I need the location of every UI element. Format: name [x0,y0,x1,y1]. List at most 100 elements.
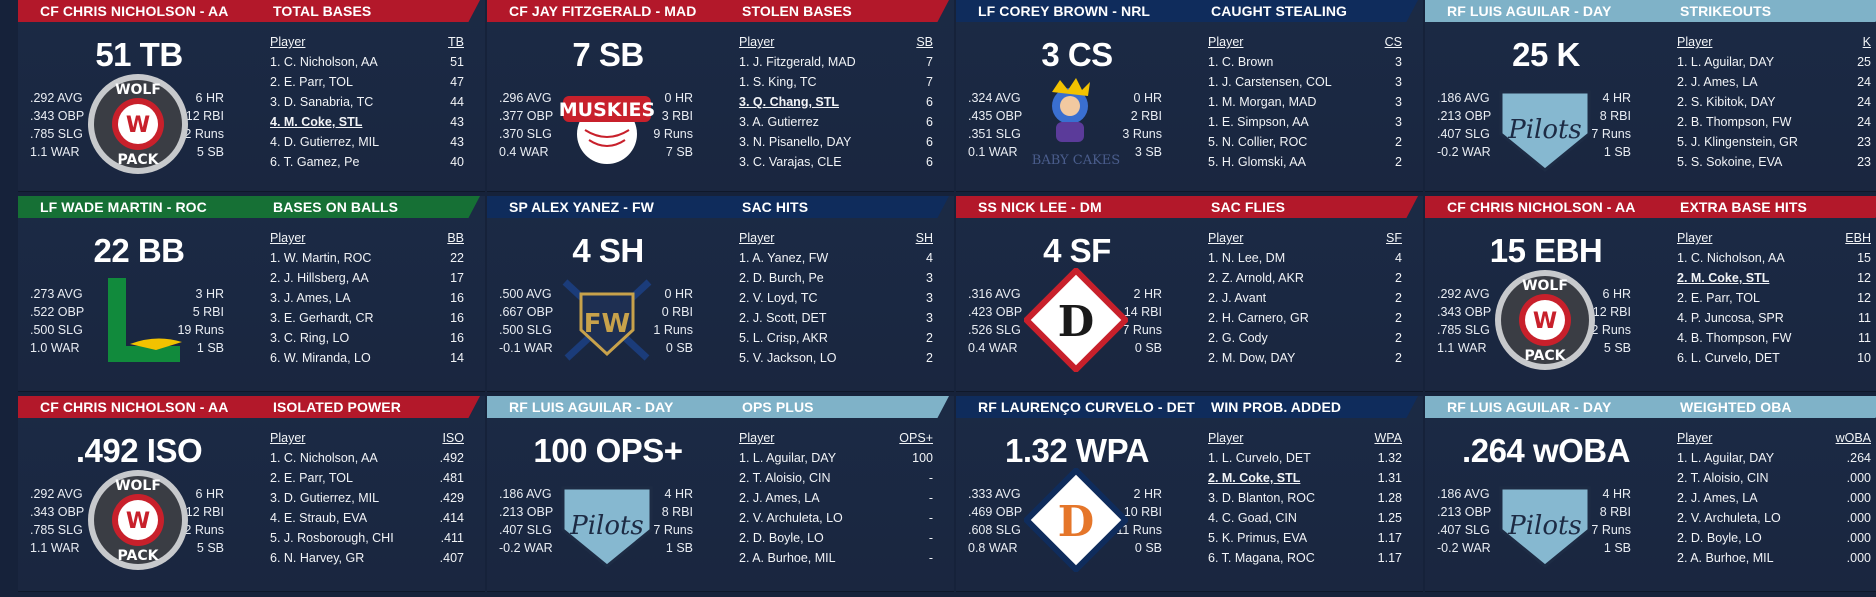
leader-row[interactable]: 6. N. Harvey, GR .407 [270,548,464,568]
leader-row[interactable]: 2. M. Coke, STL 1.31 [1208,468,1402,488]
leader-card[interactable]: RF LUIS AGUILAR - DAY WEIGHTED OBA .264 … [1425,396,1876,592]
leader-row[interactable]: 2. J. Ames, LA - [739,488,933,508]
player-name[interactable]: SS NICK LEE - DM [978,199,1102,215]
leader-row[interactable]: 3. E. Gerhardt, CR 16 [270,308,464,328]
player-name[interactable]: LF COREY BROWN - NRL [978,3,1151,19]
leader-row[interactable]: 1. L. Aguilar, DAY .264 [1677,448,1871,468]
player-name[interactable]: CF CHRIS NICHOLSON - AA [40,3,229,19]
leader-row[interactable]: 6. T. Gamez, Pe 40 [270,152,464,172]
leader-row[interactable]: 2. V. Loyd, TC 3 [739,288,933,308]
leader-row[interactable]: 3. J. Ames, LA 16 [270,288,464,308]
leader-card[interactable]: CF CHRIS NICHOLSON - AA TOTAL BASES 51 T… [18,0,485,192]
leader-row[interactable]: 5. L. Crisp, AKR 2 [739,328,933,348]
leader-row[interactable]: 2. J. Ames, LA .000 [1677,488,1871,508]
leader-row[interactable]: 4. D. Gutierrez, MIL 43 [270,132,464,152]
player-name[interactable]: CF CHRIS NICHOLSON - AA [1447,199,1636,215]
leader-row[interactable]: 2. G. Cody 2 [1208,328,1402,348]
leader-row[interactable]: 2. A. Burhoe, MIL .000 [1677,548,1871,568]
leader-card[interactable]: LF COREY BROWN - NRL CAUGHT STEALING 3 C… [956,0,1423,192]
leader-row[interactable]: 5. K. Primus, EVA 1.17 [1208,528,1402,548]
leader-row[interactable]: 1. J. Carstensen, COL 3 [1208,72,1402,92]
leader-row[interactable]: 1. N. Lee, DM 4 [1208,248,1402,268]
leader-row[interactable]: 2. D. Burch, Pe 3 [739,268,933,288]
leader-row[interactable]: 2. D. Boyle, LO .000 [1677,528,1871,548]
leader-row[interactable]: 2. E. Parr, TOL 12 [1677,288,1871,308]
leader-row[interactable]: 6. T. Magana, ROC 1.17 [1208,548,1402,568]
leader-row[interactable]: 5. V. Jackson, LO 2 [739,348,933,368]
leader-row[interactable]: 2. Z. Arnold, AKR 2 [1208,268,1402,288]
leader-row[interactable]: 2. J. Avant 2 [1208,288,1402,308]
rate-stat: -0.2 WAR [1437,541,1491,555]
leader-row[interactable]: 4. P. Juncosa, SPR 11 [1677,308,1871,328]
leader-card[interactable]: LF WADE MARTIN - ROC BASES ON BALLS 22 B… [18,196,485,392]
leader-row[interactable]: 2. J. Scott, DET 3 [739,308,933,328]
leader-card[interactable]: CF CHRIS NICHOLSON - AA EXTRA BASE HITS … [1425,196,1876,392]
leader-card[interactable]: CF CHRIS NICHOLSON - AA ISOLATED POWER .… [18,396,485,592]
leader-card[interactable]: CF JAY FITZGERALD - MAD STOLEN BASES 7 S… [487,0,954,192]
player-name[interactable]: RF LUIS AGUILAR - DAY [509,399,674,415]
leader-card[interactable]: RF LAURENÇO CURVELO - DET WIN PROB. ADDE… [956,396,1423,592]
leader-row[interactable]: 2. J. Ames, LA 24 [1677,72,1871,92]
leader-row[interactable]: 1. C. Brown 3 [1208,52,1402,72]
player-name[interactable]: SP ALEX YANEZ - FW [509,199,654,215]
leader-row[interactable]: 3. Q. Chang, STL 6 [739,92,933,112]
leader-row[interactable]: 1. L. Aguilar, DAY 100 [739,448,933,468]
player-name[interactable]: RF LUIS AGUILAR - DAY [1447,399,1612,415]
leader-row[interactable]: 4. E. Straub, EVA .414 [270,508,464,528]
leader-row[interactable]: 5. J. Klingenstein, GR 23 [1677,132,1871,152]
leader-row[interactable]: 1. S. King, TC 7 [739,72,933,92]
leader-row[interactable]: 3. D. Gutierrez, MIL .429 [270,488,464,508]
leader-row[interactable]: 2. H. Carnero, GR 2 [1208,308,1402,328]
leader-row[interactable]: 2. V. Archuleta, LO .000 [1677,508,1871,528]
leader-row[interactable]: 3. C. Ring, LO 16 [270,328,464,348]
leader-row[interactable]: 2. T. Aloisio, CIN - [739,468,933,488]
leader-row[interactable]: 3. N. Pisanello, DAY 6 [739,132,933,152]
rate-stats: .273 AVG .522 OBP .500 SLG 1.0 WAR [30,285,84,357]
leader-card[interactable]: SP ALEX YANEZ - FW SAC HITS 4 SH .500 AV… [487,196,954,392]
leader-row[interactable]: 1. W. Martin, ROC 22 [270,248,464,268]
leader-row[interactable]: 5. N. Collier, ROC 2 [1208,132,1402,152]
leader-row[interactable]: 1. C. Nicholson, AA 51 [270,52,464,72]
leader-card[interactable]: RF LUIS AGUILAR - DAY STRIKEOUTS 25 K .1… [1425,0,1876,192]
leader-row[interactable]: 2. D. Boyle, LO - [739,528,933,548]
leader-row[interactable]: 2. E. Parr, TOL 47 [270,72,464,92]
leader-row[interactable]: 1. E. Simpson, AA 3 [1208,112,1402,132]
player-name[interactable]: LF WADE MARTIN - ROC [40,199,207,215]
leader-row[interactable]: 5. J. Rosborough, CHI .411 [270,528,464,548]
leader-row[interactable]: 2. A. Burhoe, MIL - [739,548,933,568]
leader-row[interactable]: 2. J. Hillsberg, AA 17 [270,268,464,288]
leader-row[interactable]: 1. A. Yanez, FW 4 [739,248,933,268]
leader-card[interactable]: SS NICK LEE - DM SAC FLIES 4 SF .316 AVG… [956,196,1423,392]
leader-row[interactable]: 1. C. Nicholson, AA 15 [1677,248,1871,268]
leader-row[interactable]: 6. W. Miranda, LO 14 [270,348,464,368]
leader-row[interactable]: 1. C. Nicholson, AA .492 [270,448,464,468]
leader-row[interactable]: 4. B. Thompson, FW 11 [1677,328,1871,348]
leader-row[interactable]: 3. D. Sanabria, TC 44 [270,92,464,112]
leader-row[interactable]: 3. C. Varajas, CLE 6 [739,152,933,172]
leader-row[interactable]: 1. M. Morgan, MAD 3 [1208,92,1402,112]
leader-row[interactable]: 2. T. Aloisio, CIN .000 [1677,468,1871,488]
leader-row[interactable]: 2. M. Coke, STL 12 [1677,268,1871,288]
leader-row[interactable]: 4. M. Coke, STL 43 [270,112,464,132]
leader-name: 2. E. Parr, TOL [270,471,353,485]
leader-row[interactable]: 2. E. Parr, TOL .481 [270,468,464,488]
leader-name: 1. S. King, TC [739,75,817,89]
leader-row[interactable]: 4. C. Goad, CIN 1.25 [1208,508,1402,528]
leader-row[interactable]: 3. D. Blanton, ROC 1.28 [1208,488,1402,508]
leader-row[interactable]: 1. L. Curvelo, DET 1.32 [1208,448,1402,468]
leader-row[interactable]: 1. L. Aguilar, DAY 25 [1677,52,1871,72]
player-name[interactable]: CF JAY FITZGERALD - MAD [509,3,697,19]
leader-row[interactable]: 2. B. Thompson, FW 24 [1677,112,1871,132]
leader-row[interactable]: 2. S. Kibitok, DAY 24 [1677,92,1871,112]
leader-row[interactable]: 6. L. Curvelo, DET 10 [1677,348,1871,368]
leader-row[interactable]: 2. M. Dow, DAY 2 [1208,348,1402,368]
player-name[interactable]: CF CHRIS NICHOLSON - AA [40,399,229,415]
leader-row[interactable]: 3. A. Gutierrez 6 [739,112,933,132]
leader-card[interactable]: RF LUIS AGUILAR - DAY OPS PLUS 100 OPS+ … [487,396,954,592]
player-name[interactable]: RF LUIS AGUILAR - DAY [1447,3,1612,19]
leader-row[interactable]: 2. V. Archuleta, LO - [739,508,933,528]
leader-row[interactable]: 5. H. Glomski, AA 2 [1208,152,1402,172]
leader-row[interactable]: 1. J. Fitzgerald, MAD 7 [739,52,933,72]
leader-row[interactable]: 5. S. Sokoine, EVA 23 [1677,152,1871,172]
player-name[interactable]: RF LAURENÇO CURVELO - DET [978,399,1195,415]
